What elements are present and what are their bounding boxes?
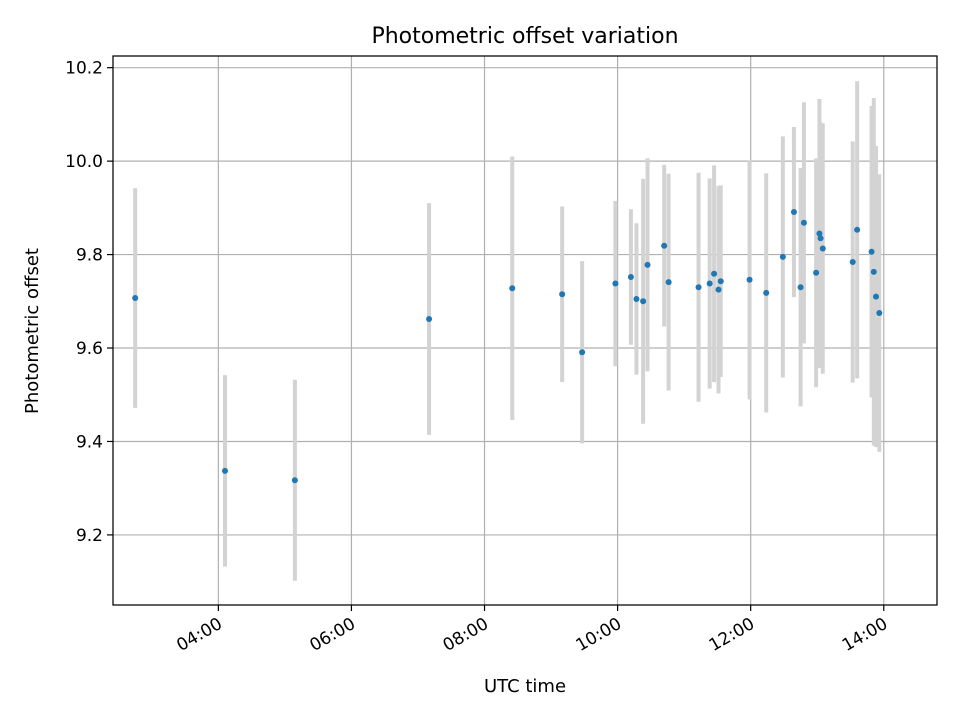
data-point [876, 309, 883, 316]
data-point [849, 259, 856, 266]
data-point [717, 278, 724, 285]
data-point [868, 248, 875, 255]
data-point [706, 280, 713, 287]
data-point [559, 291, 566, 298]
y-tick-label: 9.2 [76, 526, 103, 546]
data-point [132, 295, 139, 302]
x-tick-label: 10:00 [573, 614, 625, 656]
data-point [797, 284, 804, 291]
data-point [819, 245, 826, 252]
data-point [870, 268, 877, 275]
data-point [711, 270, 718, 277]
x-tick-label: 14:00 [839, 614, 891, 656]
x-axis-label: UTC time [484, 676, 566, 697]
data-point [291, 477, 298, 484]
data-point [873, 293, 880, 300]
chart-title: Photometric offset variation [371, 24, 678, 49]
x-tick-label: 12:00 [706, 614, 758, 656]
data-point [644, 261, 651, 268]
x-tick-label: 06:00 [307, 614, 359, 656]
y-tick-label: 10.0 [65, 152, 103, 172]
y-axis-label: Photometric offset [22, 248, 43, 414]
data-point [790, 209, 797, 216]
data-point [817, 235, 824, 242]
plot-frame [112, 55, 938, 606]
y-tick-label: 9.8 [76, 246, 103, 266]
x-tick-label: 08:00 [440, 614, 492, 656]
grid-lines [113, 56, 937, 605]
data-point [854, 226, 861, 233]
x-tick-label: 04:00 [173, 614, 225, 656]
data-point [800, 219, 807, 226]
y-tick-label: 9.4 [76, 432, 103, 452]
data-point [612, 280, 619, 287]
data-point [816, 230, 823, 237]
data-point [665, 279, 672, 286]
data-point [763, 289, 770, 296]
data-point [640, 298, 647, 305]
data-point [426, 316, 433, 323]
data-points [132, 209, 883, 484]
data-point [579, 349, 586, 356]
data-point [509, 285, 516, 292]
data-point [222, 467, 229, 474]
data-point [633, 295, 640, 302]
data-point [779, 253, 786, 260]
data-point [746, 276, 753, 283]
data-point [695, 284, 702, 291]
y-tick-label: 9.6 [76, 339, 103, 359]
data-point [627, 274, 634, 281]
y-tick-label: 10.2 [65, 59, 103, 79]
error-bars [133, 81, 882, 581]
data-point [813, 269, 820, 276]
data-point [661, 242, 668, 249]
data-point [715, 286, 722, 293]
